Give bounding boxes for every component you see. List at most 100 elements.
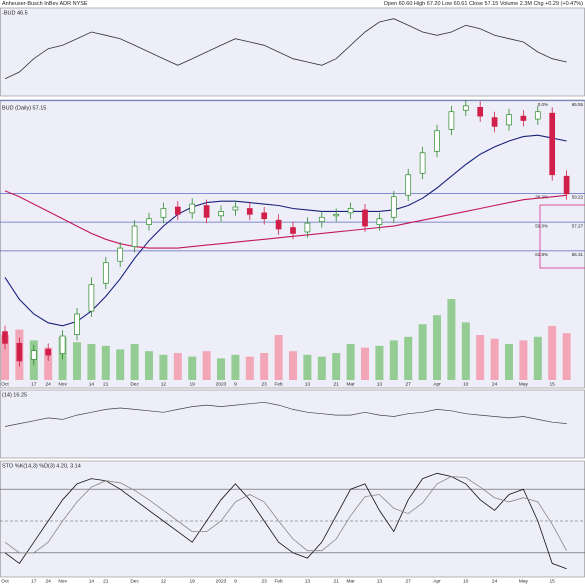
volume-bar: [44, 347, 53, 380]
x-tick-label: 19: [190, 381, 196, 387]
x-tick-label: 10: [463, 578, 469, 584]
candle-body: [174, 206, 181, 215]
candle-body: [563, 175, 570, 195]
candle-body: [520, 115, 527, 121]
volume-bar: [505, 344, 513, 380]
candle-body: [376, 218, 383, 225]
candle-body: [102, 262, 109, 284]
x-tick-label: 13: [377, 381, 383, 387]
x-tick-label: 14: [89, 578, 95, 584]
x-tick-label: 9: [234, 381, 237, 387]
volume-bar: [447, 299, 456, 380]
volume-bar: [375, 345, 384, 380]
volume-bar: [116, 349, 125, 380]
x-tick-label: 14: [89, 381, 95, 387]
candle-body: [333, 213, 340, 217]
candle-body: [390, 196, 397, 218]
candle-body: [232, 206, 239, 211]
volume-bar: [101, 345, 110, 380]
volume-bar: [73, 342, 81, 380]
candle-body: [131, 225, 138, 247]
x-tick-label: 21: [103, 578, 109, 584]
x-tick-label: 24: [492, 578, 498, 584]
candle-body: [74, 313, 80, 335]
rs-label: -BUD 46.5: [2, 10, 28, 16]
volume-bar: [346, 344, 355, 380]
oscillator-label: (14) 16.25: [2, 392, 27, 398]
x-tick-label: 13: [377, 578, 383, 584]
volume-bar: [145, 351, 153, 380]
candle-body: [30, 350, 37, 360]
x-tick-label: Nov: [58, 578, 67, 584]
x-tick-label: Nov: [58, 381, 67, 387]
candle-body: [189, 203, 196, 214]
x-tick-label: 2023: [216, 381, 227, 387]
volume-bar: [130, 344, 139, 380]
x-tick-label: Feb: [274, 381, 283, 387]
volume-bar: [231, 354, 240, 380]
candle-body: [290, 227, 296, 234]
chart-title: Anheuser-Busch InBev ADR NYSE: [2, 1, 88, 7]
ohlc-header: Open 60.60 High 67.20 Low 60.61 Close 57…: [384, 1, 584, 7]
volume-bar: [173, 353, 182, 380]
candle-body: [549, 112, 556, 176]
candle-body: [534, 111, 541, 120]
candle-body: [347, 208, 354, 214]
x-tick-label: 24: [492, 381, 498, 387]
x-tick-label: 15: [550, 578, 556, 584]
volume-bar: [202, 351, 211, 380]
volume-bar: [389, 340, 398, 380]
price-label: BUD (Daily) 57.15: [2, 105, 46, 111]
x-tick-label: 12: [161, 578, 167, 584]
candle-body: [491, 117, 498, 127]
volume-bar: [274, 335, 283, 380]
x-tick-label: 15: [550, 381, 556, 387]
fib-label: 38.2%: [535, 195, 548, 200]
x-tick-label: 23: [262, 381, 268, 387]
candle-body: [419, 152, 426, 174]
candle-body: [506, 114, 512, 126]
x-tick-label: 21: [334, 381, 340, 387]
volume-bar: [433, 315, 441, 380]
candle-body: [448, 111, 455, 130]
x-tick-label: 17: [31, 578, 37, 584]
volume-bar: [260, 353, 269, 380]
stochastic-panel: [0, 460, 585, 578]
highlight-box: [539, 204, 585, 269]
oscillator-panel: [0, 389, 585, 459]
x-tick-label: Feb: [274, 578, 283, 584]
x-tick-label: Dec: [130, 381, 139, 387]
candle-body: [246, 208, 253, 215]
x-tick-label: Dec: [130, 578, 139, 584]
x-tick-label: 13: [305, 578, 311, 584]
candle-body: [218, 211, 224, 217]
candle-body: [59, 335, 66, 354]
candle-body: [405, 174, 412, 196]
candle-body: [362, 209, 368, 227]
x-tick-label: 2023: [216, 578, 227, 584]
candle-body: [146, 218, 152, 225]
fib-label: 0.0%: [538, 102, 548, 107]
moving-average: [4, 190, 567, 249]
stochastic-line: [4, 476, 567, 554]
candle-body: [203, 205, 210, 218]
candle-body: [16, 343, 23, 362]
candle-body: [275, 219, 282, 230]
volume-bar: [332, 353, 341, 380]
candle-body: [462, 105, 469, 111]
rs-line: [4, 18, 567, 80]
volume-bar: [87, 344, 96, 380]
x-tick-label: 12: [161, 381, 167, 387]
volume-bar: [317, 356, 326, 380]
x-tick-label: Mar: [346, 578, 355, 584]
x-tick-label: Oct: [1, 578, 9, 584]
price-panel: [0, 99, 585, 389]
x-tick-label: Apr: [433, 381, 441, 387]
candle-body: [318, 216, 325, 223]
candle-body: [304, 222, 311, 233]
moving-average: [4, 134, 567, 327]
candle-body: [477, 106, 484, 117]
candle-body: [117, 247, 124, 262]
fib-value: 65.55: [572, 102, 584, 107]
volume-bar: [519, 340, 528, 380]
